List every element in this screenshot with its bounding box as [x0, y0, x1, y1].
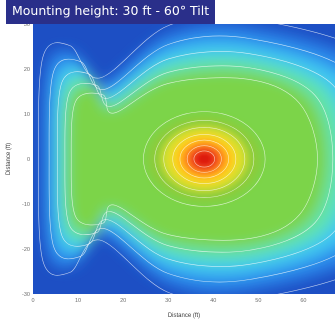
contour-line	[179, 139, 229, 179]
x-tick-label: 40	[210, 298, 216, 304]
contour-line	[48, 35, 335, 283]
y-tick-label: 0	[27, 157, 30, 163]
contour-lines	[38, 24, 335, 294]
contour-line	[38, 24, 335, 294]
contour-line	[163, 127, 246, 191]
y-axis-ticks: 30 20 10 0 -10 -20 -30	[22, 22, 30, 298]
x-axis-ticks: 0 10 20 30 40 50 60	[31, 298, 306, 304]
y-tick-label: -10	[22, 202, 30, 208]
x-tick-label: 60	[300, 298, 306, 304]
y-tick-label: 20	[24, 67, 30, 73]
heat-core-peak	[195, 151, 214, 167]
x-axis-label: Distance (ft)	[168, 313, 200, 319]
y-tick-label: 10	[24, 112, 30, 118]
x-tick-label: 20	[120, 298, 126, 304]
x-tick-label: 10	[75, 298, 81, 304]
contour-line	[64, 65, 334, 253]
contour-line	[172, 134, 237, 184]
contour-line	[57, 51, 335, 267]
x-tick-label: 30	[165, 298, 171, 304]
y-axis-label: Distance (ft)	[6, 143, 12, 175]
contour-line	[70, 77, 318, 241]
contour-line	[154, 120, 255, 198]
chart-title: Mounting height: 30 ft - 60° Tilt	[6, 0, 216, 24]
y-tick-label: -30	[22, 292, 30, 298]
heat-layers	[43, 25, 335, 293]
y-tick-label: -20	[22, 247, 30, 253]
contour-line	[186, 145, 222, 173]
contour-line	[143, 111, 266, 207]
y-tick-label: 30	[24, 22, 30, 28]
contour-line	[193, 150, 215, 168]
x-tick-label: 50	[255, 298, 261, 304]
x-tick-label: 0	[31, 298, 34, 304]
